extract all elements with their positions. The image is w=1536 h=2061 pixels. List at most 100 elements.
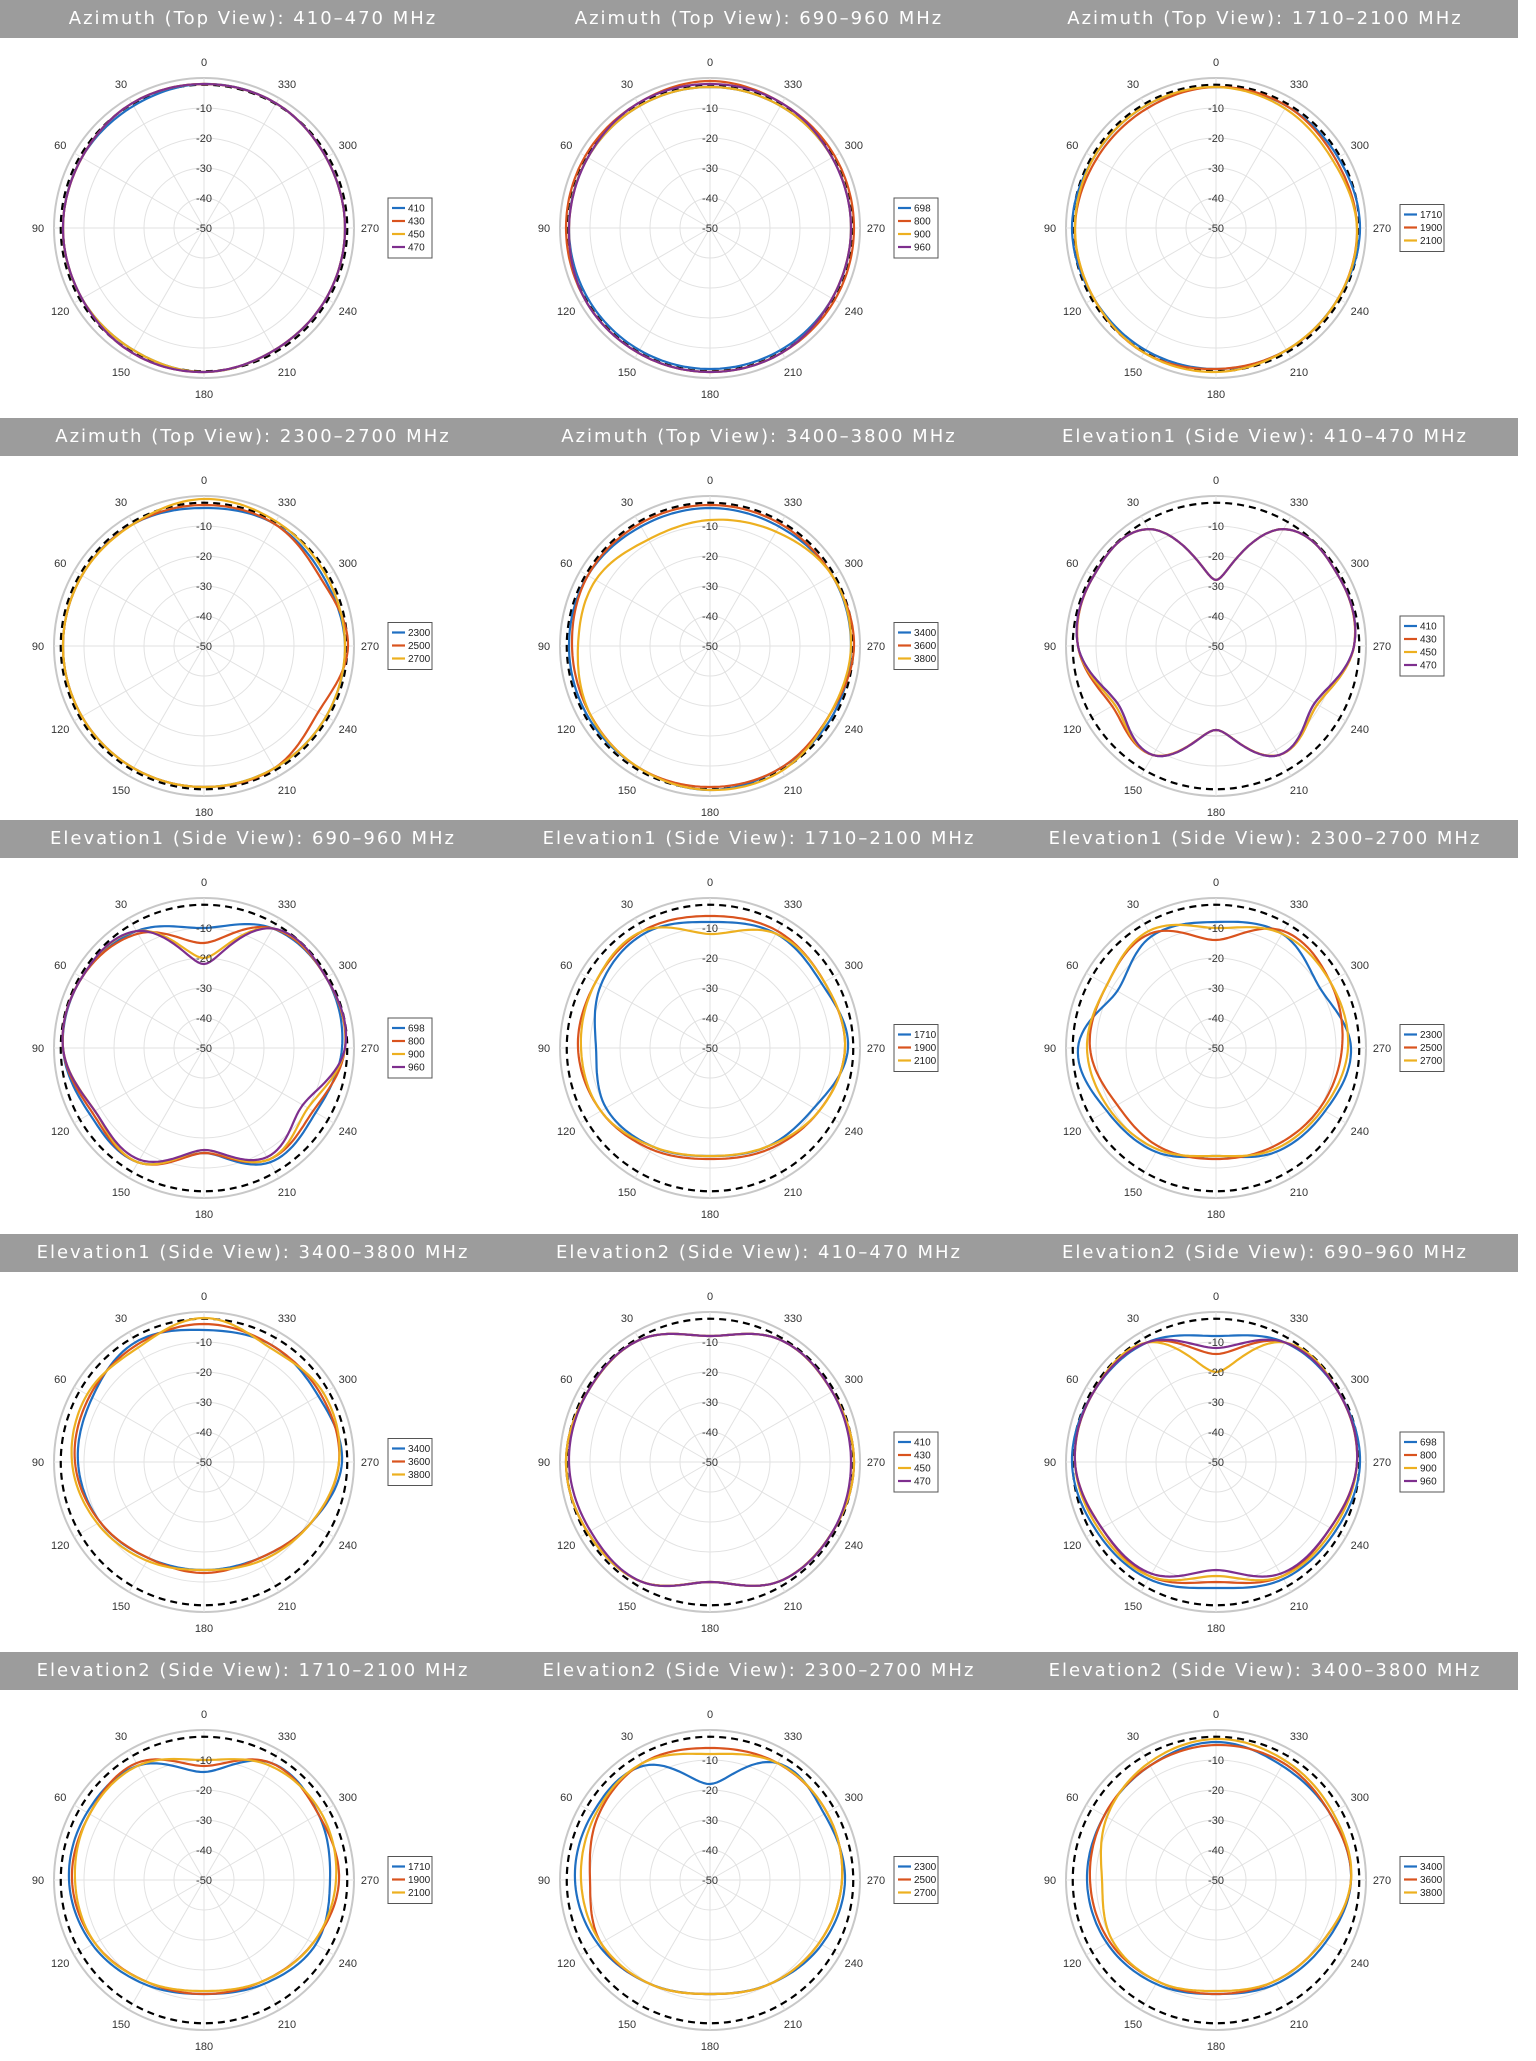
panel-title: Elevation1 (Side View): 3400–3800 MHz xyxy=(0,1234,506,1272)
angle-tick-label: 240 xyxy=(845,1126,863,1138)
radial-tick-label: -30 xyxy=(1208,1815,1224,1827)
angle-tick-label: 300 xyxy=(339,1792,357,1804)
angle-tick-label: 90 xyxy=(1044,1875,1056,1887)
angle-tick-label: 270 xyxy=(1373,223,1391,235)
angle-tick-label: 60 xyxy=(1066,558,1078,570)
pattern-panel: Azimuth (Top View): 3400–3800 MHz 0 30 60 90… xyxy=(506,418,1012,826)
series-line-2100 xyxy=(579,926,847,1158)
angle-tick-label: 90 xyxy=(32,1457,44,1469)
radial-tick-label: -30 xyxy=(196,1397,212,1409)
legend-label: 1900 xyxy=(408,1875,431,1886)
radial-tick-label: -10 xyxy=(196,1337,212,1349)
polar-chart: 0 30 60 90 120 150 180 210 240 270 300 330 -10 -20 -30… xyxy=(538,1709,939,2053)
grid-spoke xyxy=(634,515,711,647)
angle-tick-label: 150 xyxy=(618,1187,636,1199)
angle-tick-label: 300 xyxy=(1351,1792,1369,1804)
radial-tick-label: -10 xyxy=(702,1755,718,1767)
grid-spoke xyxy=(579,1461,711,1538)
radial-tick-label: -10 xyxy=(1208,103,1224,115)
angle-tick-label: 210 xyxy=(784,2019,802,2031)
angle-tick-label: 240 xyxy=(1351,724,1369,736)
panel-title: Azimuth (Top View): 2300–2700 MHz xyxy=(0,418,506,456)
angle-tick-label: 120 xyxy=(557,724,575,736)
angle-tick-label: 180 xyxy=(701,2041,719,2053)
grid-spoke xyxy=(73,1804,205,1881)
grid-spoke xyxy=(709,1331,786,1463)
grid-spoke xyxy=(634,1879,711,2011)
radial-tick-label: -20 xyxy=(196,133,212,145)
radial-tick-label: -30 xyxy=(1208,1397,1224,1409)
angle-tick-label: 30 xyxy=(115,1313,127,1325)
series-line-470 xyxy=(61,82,347,374)
angle-tick-label: 240 xyxy=(1351,1540,1369,1552)
grid-spoke xyxy=(73,645,205,722)
angle-tick-label: 90 xyxy=(1044,223,1056,235)
grid-spoke xyxy=(128,917,205,1049)
angle-tick-label: 30 xyxy=(1127,79,1139,91)
angle-tick-label: 180 xyxy=(1207,807,1225,819)
angle-tick-label: 30 xyxy=(621,1313,633,1325)
angle-tick-label: 0 xyxy=(707,1291,713,1303)
angle-tick-label: 180 xyxy=(195,389,213,401)
angle-tick-label: 30 xyxy=(621,1731,633,1743)
grid-spoke xyxy=(1215,1331,1292,1463)
radial-tick-label: -40 xyxy=(196,1845,212,1857)
radial-tick-label: -20 xyxy=(702,133,718,145)
grid-spoke xyxy=(579,1879,711,1956)
angle-tick-label: 150 xyxy=(1124,367,1142,379)
angle-tick-label: 120 xyxy=(557,306,575,318)
series-line-3800 xyxy=(70,1316,341,1572)
legend-label: 800 xyxy=(914,217,931,228)
angle-tick-label: 30 xyxy=(1127,899,1139,911)
legend-label: 2500 xyxy=(408,641,431,652)
pattern-panel: Elevation1 (Side View): 1710–2100 MHz 0 30… xyxy=(506,820,1012,1228)
radial-tick-label: -30 xyxy=(196,581,212,593)
angle-tick-label: 270 xyxy=(361,641,379,653)
angle-tick-label: 330 xyxy=(784,79,802,91)
angle-tick-label: 330 xyxy=(1290,1731,1308,1743)
angle-tick-label: 60 xyxy=(560,1792,572,1804)
series-line-2700 xyxy=(61,497,347,789)
grid-spoke xyxy=(1140,515,1217,647)
legend-label: 2300 xyxy=(914,1862,937,1873)
radial-tick-label: -50 xyxy=(196,1457,212,1469)
angle-tick-label: 0 xyxy=(707,877,713,889)
angle-tick-label: 210 xyxy=(1290,1187,1308,1199)
polar-chart: 0 30 60 90 120 150 180 210 240 270 300 330 -10 -20 -30… xyxy=(1044,1709,1445,2053)
angle-tick-label: 0 xyxy=(707,1709,713,1721)
angle-tick-label: 330 xyxy=(784,1731,802,1743)
angle-tick-label: 210 xyxy=(278,367,296,379)
angle-tick-label: 300 xyxy=(845,1792,863,1804)
angle-tick-label: 30 xyxy=(1127,1731,1139,1743)
pattern-panel: Azimuth (Top View): 2300–2700 MHz 0 30 60 90… xyxy=(0,418,506,826)
radial-tick-label: -50 xyxy=(1208,1457,1224,1469)
grid-spoke xyxy=(203,227,280,359)
angle-tick-label: 240 xyxy=(339,1540,357,1552)
radial-tick-label: -20 xyxy=(196,1785,212,1797)
legend-label: 900 xyxy=(1420,1464,1437,1475)
angle-tick-label: 0 xyxy=(201,1709,207,1721)
radial-tick-label: -50 xyxy=(1208,641,1224,653)
angle-tick-label: 270 xyxy=(361,223,379,235)
grid-spoke xyxy=(203,1749,280,1881)
angle-tick-label: 300 xyxy=(339,140,357,152)
grid-spoke xyxy=(709,645,841,722)
angle-tick-label: 330 xyxy=(1290,497,1308,509)
grid-spoke xyxy=(1085,227,1217,304)
legend-label: 470 xyxy=(408,243,425,254)
grid-spoke xyxy=(203,1804,335,1881)
radial-tick-label: -20 xyxy=(1208,953,1224,965)
grid-spoke xyxy=(203,1461,335,1538)
reference-circle xyxy=(565,1735,855,2025)
radial-tick-label: -20 xyxy=(702,551,718,563)
polar-chart: 0 30 60 90 120 150 180 210 240 270 300 330 -10 -20 -30… xyxy=(1044,57,1445,401)
panel-title: Azimuth (Top View): 690–960 MHz xyxy=(506,0,1012,38)
grid-spoke xyxy=(203,1461,280,1593)
angle-tick-label: 270 xyxy=(867,641,885,653)
pattern-panel: Azimuth (Top View): 1710–2100 MHz 0 30 60 90… xyxy=(1012,0,1518,408)
angle-tick-label: 90 xyxy=(32,641,44,653)
legend-label: 800 xyxy=(408,1037,425,1048)
radial-tick-label: -10 xyxy=(196,521,212,533)
angle-tick-label: 90 xyxy=(1044,1457,1056,1469)
radial-tick-label: -10 xyxy=(196,103,212,115)
